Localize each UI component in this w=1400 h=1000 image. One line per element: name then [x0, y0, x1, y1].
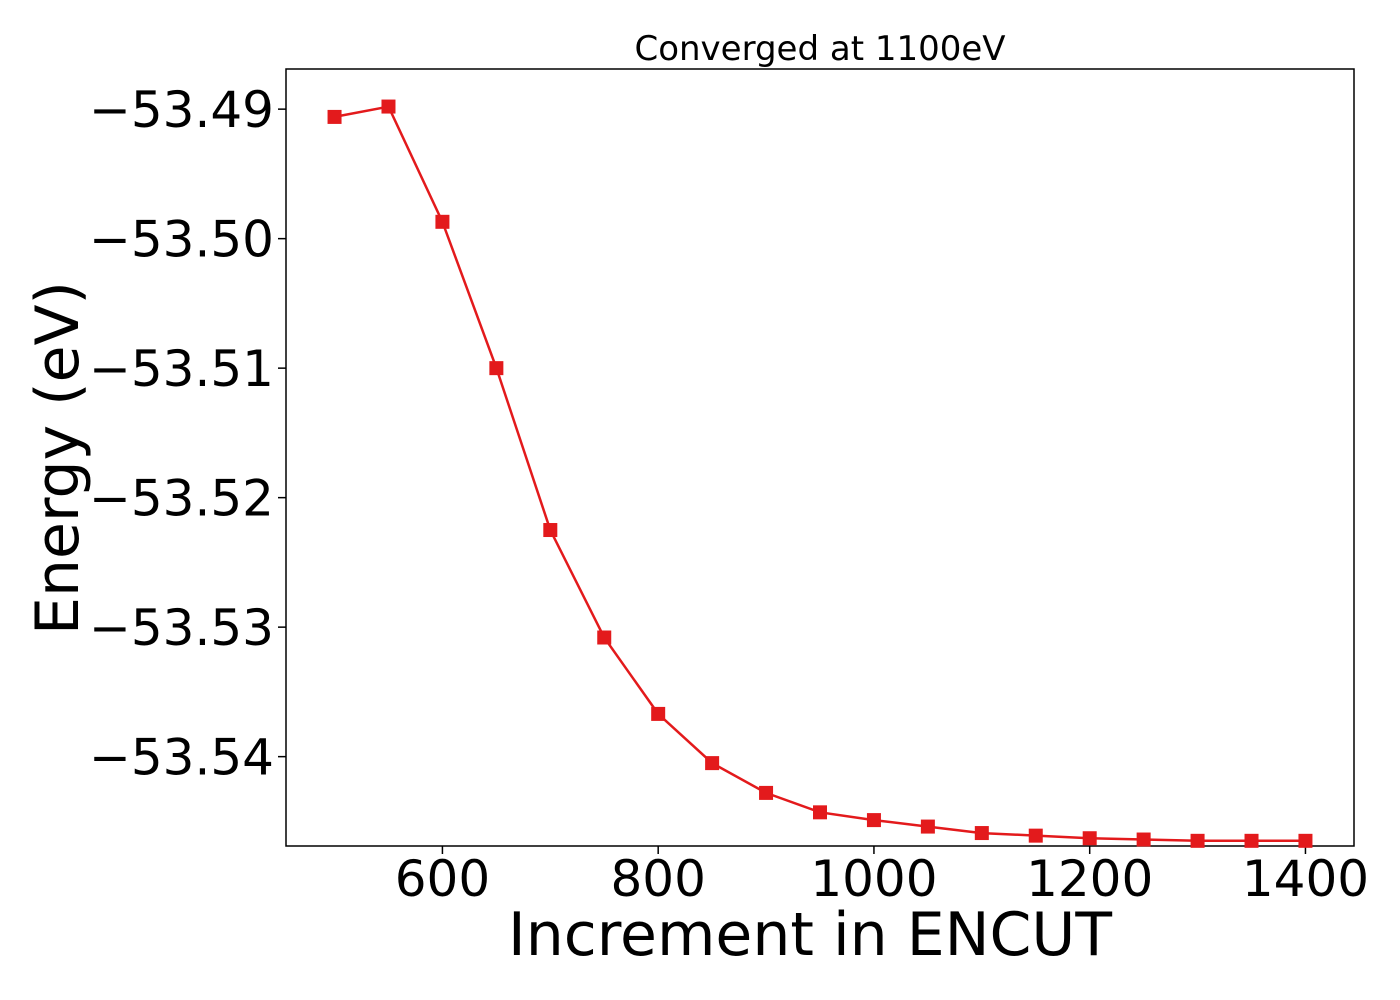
data-point	[435, 214, 450, 229]
x-axis-ticks: 600 800 1000 1200 1400	[395, 846, 1369, 908]
y-tick-label: −53.50	[89, 211, 274, 269]
y-tick-label: −53.51	[89, 340, 274, 398]
y-tick-label: −53.54	[89, 729, 274, 787]
data-point	[705, 756, 720, 771]
x-tick-label: 1000	[810, 850, 937, 908]
data-point	[1190, 833, 1205, 848]
x-tick-label: 800	[610, 850, 705, 908]
data-point	[1298, 833, 1313, 848]
data-point	[543, 523, 558, 538]
chart-title: Converged at 1100eV	[634, 29, 1005, 69]
x-tick-label: 1200	[1026, 850, 1153, 908]
y-tick-label: −53.49	[89, 81, 274, 139]
data-point	[597, 630, 612, 645]
data-point	[813, 805, 827, 820]
data-point	[651, 706, 666, 721]
plot-area	[285, 68, 1355, 847]
y-axis-ticks: −53.49 −53.50 −53.51 −53.52 −53.53 −53.54	[89, 81, 286, 787]
data-point	[1244, 833, 1259, 848]
y-tick-label: −53.53	[89, 599, 274, 657]
data-point	[759, 785, 774, 800]
x-axis-label: Increment in ENCUT	[508, 900, 1112, 970]
data-point	[920, 819, 935, 834]
data-point	[1028, 828, 1043, 843]
data-point	[489, 361, 504, 376]
data-point	[974, 826, 989, 841]
y-axis-label: Energy (eV)	[23, 281, 93, 635]
data-point	[381, 99, 396, 114]
data-point	[866, 813, 881, 828]
series-layer	[327, 99, 1313, 848]
data-point	[1136, 832, 1151, 847]
x-tick-label: 600	[395, 850, 490, 908]
data-point	[1082, 831, 1097, 846]
y-tick-label: −53.52	[89, 470, 274, 528]
x-tick-label: 1400	[1242, 850, 1369, 908]
data-point	[327, 109, 342, 124]
